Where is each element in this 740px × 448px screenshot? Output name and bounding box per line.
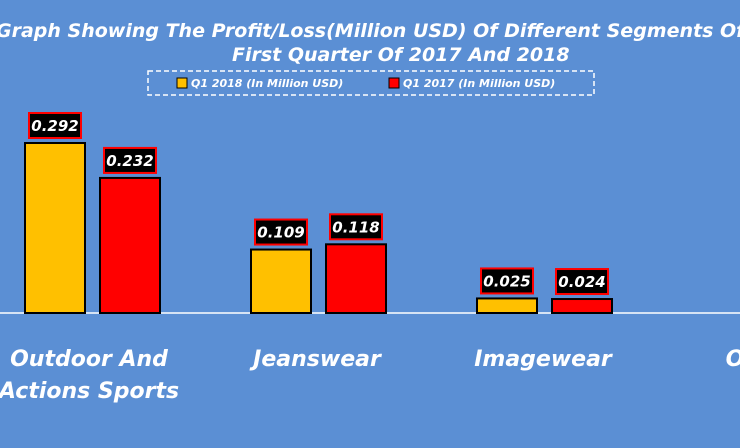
bar-s0-c0 (24, 142, 86, 314)
category-label-2-line-0: Imagewear (474, 347, 613, 372)
legend-swatch-q1-2018 (176, 77, 188, 89)
chart-title-line-2: First Quarter Of 2017 And 2018 (232, 44, 570, 66)
data-label-s1-c0: 0.232 (106, 152, 153, 170)
data-label-s1-c1: 0.118 (332, 218, 379, 236)
chart-title-line-1: Graph Showing The Profit/Loss(Million US… (0, 20, 740, 42)
bar-s1-c2 (551, 298, 613, 315)
category-label-3-line-0: O (726, 347, 740, 372)
category-label-0-line-0: Outdoor And (10, 347, 168, 372)
category-label-1-line-0: Jeanswear (249, 347, 382, 372)
legend-swatch-q1-2017 (388, 77, 400, 89)
data-label-box-s0-c0 (28, 112, 82, 139)
legend-label-q1-2018: Q1 2018 (In Million USD) (191, 77, 343, 90)
legend-box (147, 70, 595, 96)
data-label-box-s0-c1 (254, 218, 308, 246)
data-label-box-s1-c2 (555, 268, 609, 296)
data-label-box-s1-c0 (103, 146, 157, 174)
data-label-s1-c2: 0.024 (558, 273, 605, 291)
data-label-box-s0-c2 (480, 267, 534, 295)
bar-s1-c0 (99, 176, 161, 314)
legend-label-q1-2017: Q1 2017 (In Million USD) (403, 77, 555, 90)
data-label-box-s1-c1 (329, 213, 383, 241)
bar-s0-c1 (250, 248, 312, 314)
bar-s0-c2 (476, 297, 538, 314)
category-labels-layer: Outdoor And Actions Sports Jeanswear Imagew… (0, 347, 740, 404)
data-label-s0-c0: 0.292 (31, 117, 78, 135)
bars-layer (24, 142, 613, 315)
category-label-0-line-1: Actions Sports (0, 379, 179, 404)
data-label-s0-c1: 0.109 (257, 224, 304, 242)
data-label-s0-c2: 0.025 (483, 272, 530, 290)
bar-s1-c1 (325, 243, 387, 315)
